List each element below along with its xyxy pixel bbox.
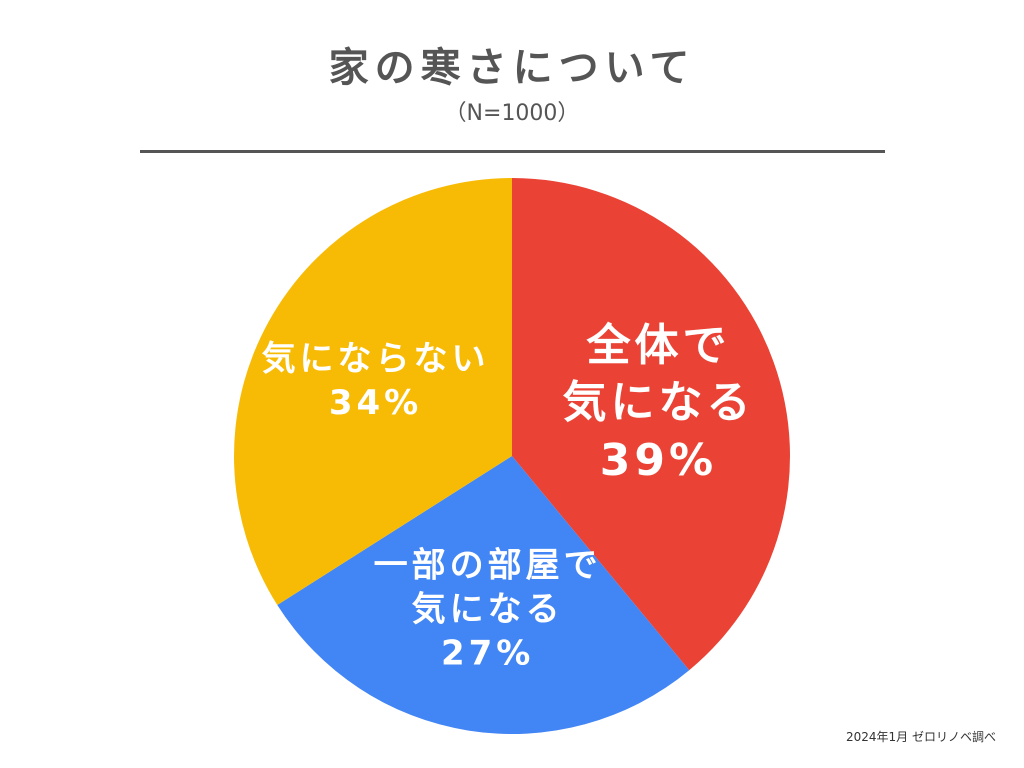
category-label: 全体で 気になる: [562, 320, 755, 429]
source-note: 2024年1月 ゼロリノベ調べ: [846, 730, 996, 744]
value-label: 27%: [440, 633, 535, 674]
pie-slice: [512, 178, 791, 671]
slice-label: 全体で 気になる 39%: [562, 317, 754, 489]
pie-slice: [277, 456, 690, 735]
value-label: 39%: [599, 434, 718, 486]
category-label: 気にならない: [261, 338, 490, 379]
slice-label: 気にならない 34%: [262, 337, 490, 425]
category-label: 一部の部屋で 気になる: [373, 545, 602, 630]
slice-label: 一部の部屋で 気になる 27%: [374, 543, 602, 676]
pie-slice: [234, 178, 513, 605]
separator: [140, 150, 885, 153]
value-label: 34%: [328, 383, 423, 423]
chart-title: 家の寒さについて: [328, 45, 696, 91]
chart-subtitle: （N=1000）: [444, 101, 580, 126]
